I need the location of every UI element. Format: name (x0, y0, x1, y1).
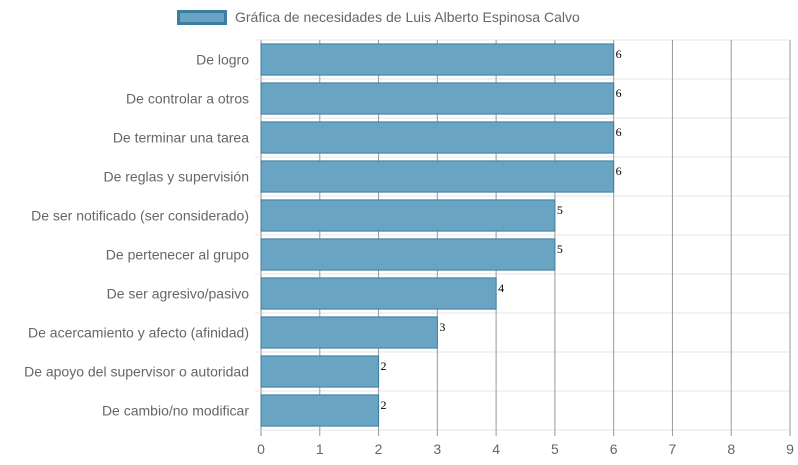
bar (260, 160, 615, 193)
legend-swatch (177, 9, 227, 25)
legend[interactable]: Gráfica de necesidades de Luis Alberto E… (177, 9, 580, 25)
category-label: De ser agresivo/pasivo (107, 286, 250, 302)
x-tick-label: 6 (610, 441, 618, 457)
bar (260, 238, 556, 271)
category-label: De cambio/no modificar (102, 403, 249, 419)
data-label: 6 (616, 164, 622, 178)
data-label: 5 (557, 203, 563, 217)
category-label: De reglas y supervisión (103, 169, 249, 185)
bar (260, 277, 497, 310)
bar (260, 199, 556, 232)
x-tick-label: 3 (433, 441, 441, 457)
category-label: De logro (196, 52, 249, 68)
data-label: 5 (557, 242, 563, 256)
category-label: De controlar a otros (126, 91, 249, 107)
x-tick-label: 4 (492, 441, 500, 457)
data-label: 6 (616, 125, 622, 139)
x-tick-label: 5 (551, 441, 559, 457)
data-label: 3 (439, 320, 445, 334)
bar (260, 355, 380, 388)
data-label: 6 (616, 86, 622, 100)
x-tick-label: 2 (375, 441, 383, 457)
bar (260, 43, 615, 76)
data-label: 2 (381, 398, 387, 412)
category-label: De pertenecer al grupo (106, 247, 249, 263)
category-label: De ser notificado (ser considerado) (31, 208, 249, 224)
legend-label: Gráfica de necesidades de Luis Alberto E… (235, 9, 580, 25)
x-tick-label: 0 (257, 441, 265, 457)
data-label: 4 (498, 281, 504, 295)
data-label: 2 (381, 359, 387, 373)
bar (260, 316, 438, 349)
bar (260, 82, 615, 115)
category-label: De terminar una tarea (113, 130, 249, 146)
x-tick-label: 9 (786, 441, 794, 457)
bar (260, 121, 615, 154)
category-label: De apoyo del supervisor o autoridad (24, 364, 249, 380)
category-label: De acercamiento y afecto (afinidad) (28, 325, 249, 341)
x-tick-label: 8 (727, 441, 735, 457)
x-tick-label: 1 (316, 441, 324, 457)
data-label: 6 (616, 47, 622, 61)
x-tick-label: 7 (669, 441, 677, 457)
bar (260, 394, 380, 427)
